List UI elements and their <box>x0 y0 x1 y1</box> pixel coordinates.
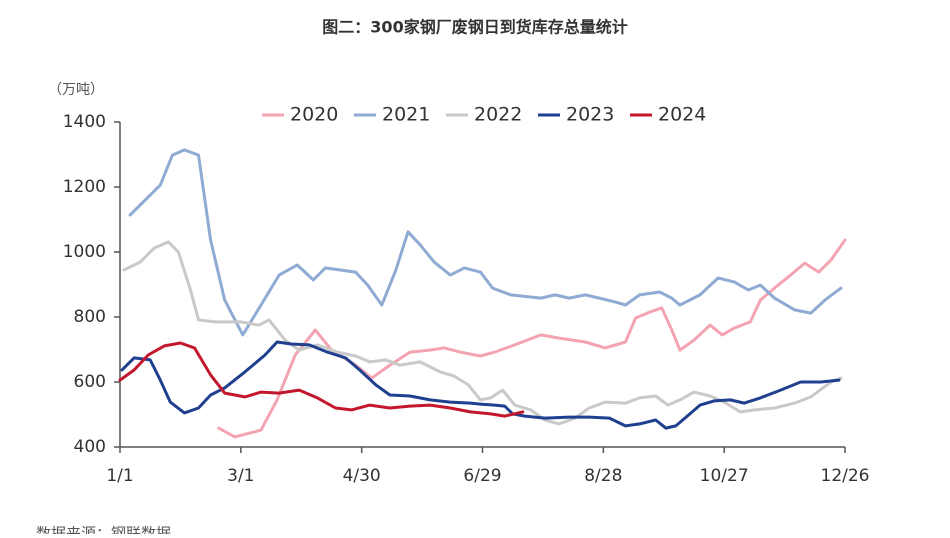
x-tick-label: 1/1 <box>106 466 133 486</box>
x-tick-label: 4/30 <box>343 466 381 486</box>
legend-label: 2022 <box>474 104 522 126</box>
y-tick-label: 1200 <box>63 177 106 197</box>
legend-label: 2021 <box>382 104 430 126</box>
y-tick-label: 600 <box>74 372 106 392</box>
line-series <box>217 238 847 439</box>
x-tick-label: 10/27 <box>700 466 749 486</box>
x-tick-label: 3/1 <box>227 466 254 486</box>
legend-label: 2024 <box>658 104 706 126</box>
y-axis-label: （万吨） <box>48 82 104 98</box>
line-series <box>118 341 525 418</box>
y-tick-label: 800 <box>74 307 106 327</box>
x-tick-label: 8/28 <box>584 466 622 486</box>
legend-label: 2020 <box>290 104 338 126</box>
x-tick-label: 12/26 <box>821 466 870 486</box>
line-series <box>128 148 843 337</box>
chart-title: 图二：300家钢厂废钢日到货库存总量统计 <box>322 18 627 37</box>
y-tick-label: 1400 <box>63 112 106 132</box>
source-note: 数据来源：钢联数据 <box>36 525 171 535</box>
line-series <box>122 240 843 426</box>
x-tick-label: 6/29 <box>463 466 501 486</box>
y-tick-label: 400 <box>74 437 106 457</box>
legend-label: 2023 <box>566 104 614 126</box>
y-tick-label: 1000 <box>63 242 106 262</box>
line-series <box>120 340 841 430</box>
